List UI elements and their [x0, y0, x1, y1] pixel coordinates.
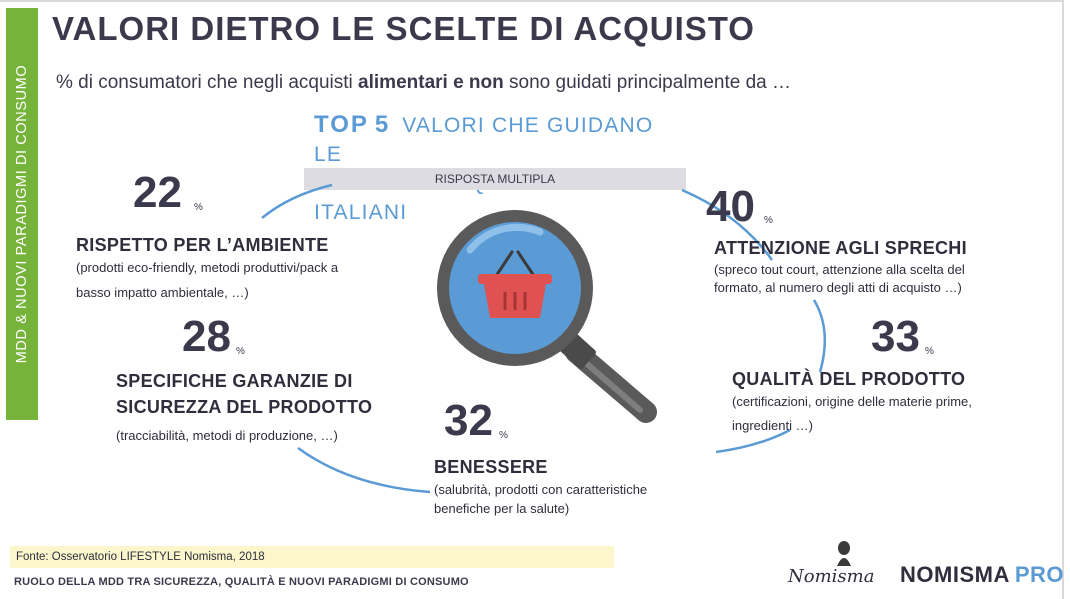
- value-32-unit: %: [499, 430, 508, 441]
- desc-qualita-1: (certificazioni, origine delle materie p…: [732, 394, 972, 409]
- value-28-unit: %: [236, 346, 245, 357]
- nomisma-logo-emblem: [837, 541, 851, 566]
- frame-right-border: [1062, 0, 1064, 599]
- heading-sicurezza-2: SICUREZZA DEL PRODOTTO: [116, 397, 373, 417]
- subtitle: % di consumatori che negli acquisti alim…: [56, 72, 791, 94]
- heading-sicurezza-1: SPECIFICHE GARANZIE DI: [116, 371, 353, 391]
- frame-top-border: [0, 0, 1062, 2]
- heading-benessere: BENESSERE: [434, 457, 548, 477]
- heading-qualita: QUALITÀ DEL PRODOTTO: [732, 369, 966, 389]
- brand-pro: PRO: [1014, 562, 1065, 587]
- basket-icon: [478, 250, 552, 318]
- value-32: 32: [444, 396, 493, 445]
- nomisma-logo: Nomisma: [788, 541, 875, 587]
- arc-top-left: [261, 183, 333, 219]
- value-28: 28: [182, 312, 231, 361]
- value-33: 33: [871, 312, 920, 361]
- desc-benessere-1: (salubrità, prodotti con caratteristiche: [434, 482, 648, 497]
- risposta-multipla-label: RISPOSTA MULTIPLA: [304, 168, 686, 190]
- nomisma-logo-text: Nomisma: [788, 566, 875, 587]
- top5-line1-text: VALORI CHE GUIDANO LE: [314, 114, 654, 166]
- subtitle-bold: alimentari e non: [358, 72, 504, 93]
- value-22-unit: %: [194, 202, 203, 213]
- heading-sprechi: ATTENZIONE AGLI SPRECHI: [714, 238, 967, 258]
- page-title: VALORI DIETRO LE SCELTE DI ACQUISTO: [52, 10, 755, 47]
- value-40: 40: [706, 182, 755, 231]
- source-note: Fonte: Osservatorio LIFESTYLE Nomisma, 2…: [10, 546, 614, 568]
- brand-name: NOMISMA: [900, 562, 1010, 587]
- desc-ambiente-2: basso impatto ambientale, …): [76, 285, 249, 300]
- top5-line1: TOP 5 VALORI CHE GUIDANO LE: [314, 110, 684, 169]
- value-33-unit: %: [925, 346, 934, 357]
- value-22: 22: [133, 168, 182, 217]
- brand-mark: NOMISMA PRO: [900, 562, 1064, 588]
- heading-ambiente: RISPETTO PER L’AMBIENTE: [76, 235, 329, 255]
- top5-five: 5: [374, 111, 391, 138]
- subtitle-post: sono guidati principalmente da …: [503, 72, 792, 93]
- desc-qualita-2: ingredienti …): [732, 418, 813, 433]
- arc-right: [812, 299, 826, 373]
- arc-top-right: [681, 188, 774, 261]
- arc-bottom-left: [297, 446, 431, 494]
- value-40-unit: %: [764, 215, 773, 226]
- arc-bottom-right: [715, 428, 791, 454]
- desc-benessere-2: benefiche per la salute): [434, 501, 570, 516]
- subtitle-pre: % di consumatori che negli acquisti: [56, 72, 359, 93]
- side-bar: [6, 8, 38, 420]
- footer-caption: RUOLO DELLA MDD TRA SICUREZZA, QUALITÀ E…: [14, 576, 469, 588]
- desc-sicurezza-1: (tracciabilità, metodi di produzione, …): [116, 428, 338, 443]
- desc-sprechi-2: formato, al numero degli atti di acquist…: [714, 280, 962, 295]
- magnifier-icon: [437, 210, 657, 423]
- desc-sprechi-1: (spreco tout court, attenzione alla scel…: [714, 262, 965, 277]
- desc-ambiente-1: (prodotti eco-friendly, metodi produttiv…: [76, 260, 339, 275]
- top5-top: TOP: [314, 111, 369, 138]
